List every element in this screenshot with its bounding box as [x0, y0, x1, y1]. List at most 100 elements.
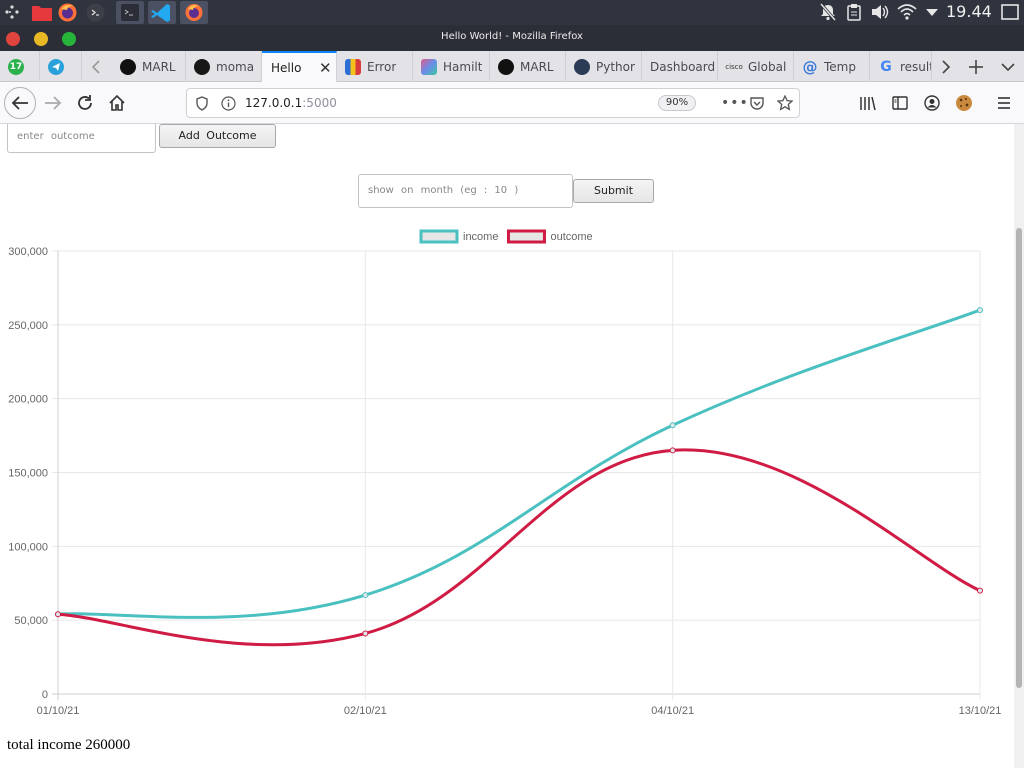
github-icon [194, 58, 210, 75]
list-all-tabs-button[interactable] [994, 51, 1022, 82]
forward-button[interactable] [37, 87, 69, 119]
tab-label: Pythor [596, 59, 635, 74]
data-point-income [669, 422, 676, 429]
y-tick-label: 200,000 [8, 394, 48, 406]
site-info-icon[interactable] [221, 96, 236, 115]
wifi-icon[interactable] [896, 3, 918, 21]
scrollbar-thumb[interactable] [1016, 228, 1022, 688]
url-text[interactable]: 127.0.0.1:5000 [245, 96, 337, 110]
tab-result[interactable]: G result [870, 51, 932, 82]
add-outcome-button[interactable]: Add Outcome [159, 124, 276, 148]
chart-series [55, 307, 983, 647]
y-tick-label: 300,000 [8, 246, 48, 258]
month-input[interactable]: show on month (eg : 10 ) [358, 174, 573, 208]
firefox-icon[interactable] [58, 3, 77, 22]
hacker-icon [498, 58, 514, 75]
tab-label: MARL [520, 59, 554, 74]
dropdown-triangle-icon[interactable] [925, 3, 939, 21]
tab-strip: 17 MARL moma Hello ✕ Error Hamilt MARL P… [0, 51, 1024, 82]
volume-icon[interactable] [870, 3, 890, 21]
navigation-toolbar: 127.0.0.1:5000 90% ••• [0, 82, 1024, 124]
data-point-income [977, 307, 983, 314]
chart-legend[interactable]: income outcome [419, 229, 593, 244]
total-income-text: total income 260000 [7, 737, 131, 753]
line-chart: income outcome 0 50,000 100,000 150,000 200,0… [8, 229, 1002, 717]
library-icon[interactable] [852, 87, 884, 119]
vscode-app[interactable] [148, 1, 176, 24]
show-desktop-icon[interactable] [1000, 3, 1020, 21]
tab-github[interactable]: moma [186, 51, 262, 82]
tab-label: Dashboard [650, 59, 716, 74]
tab-telegram[interactable] [40, 51, 82, 82]
x-tick-label: 04/10/21 [651, 705, 694, 717]
data-point-outcome [362, 630, 369, 637]
tab-label: moma [216, 59, 255, 74]
data-point-outcome [55, 611, 61, 618]
tab-hello-active[interactable]: Hello ✕ [262, 51, 337, 82]
system-panel: 19.44 [0, 0, 1024, 25]
cisco-icon: cisco [725, 62, 743, 71]
account-icon[interactable] [916, 87, 948, 119]
close-tab-icon[interactable]: ✕ [319, 58, 332, 77]
google-icon: G [880, 58, 892, 75]
page-scrollbar[interactable] [1014, 124, 1024, 768]
clipboard-icon[interactable] [846, 3, 862, 21]
tab-temp[interactable]: @ Temp [794, 51, 870, 82]
page-content: enter outcome Add Outcome show on month … [0, 124, 1014, 768]
page-actions-icon[interactable]: ••• [721, 95, 749, 111]
tab-label: Hello [271, 60, 302, 75]
tab-scroll-left-button[interactable] [82, 51, 110, 82]
files-icon[interactable] [31, 3, 53, 22]
y-tick-label: 250,000 [8, 320, 48, 332]
pocket-icon[interactable] [749, 96, 765, 115]
x-tick-label: 01/10/21 [37, 705, 80, 717]
legend-swatch-income [419, 229, 459, 244]
x-axis: 01/10/21 02/10/21 04/10/21 13/10/21 [37, 705, 1002, 717]
tab-scroll-right-button[interactable] [932, 51, 960, 82]
tab-global[interactable]: cisco Global [718, 51, 794, 82]
sidebar-icon[interactable] [884, 87, 916, 119]
y-tick-label: 150,000 [8, 468, 48, 480]
bookmark-star-icon[interactable] [776, 94, 794, 115]
tab-python[interactable]: Pythor [566, 51, 642, 82]
tab-dashboard[interactable]: Dashboard [642, 51, 718, 82]
data-point-outcome [669, 447, 676, 454]
back-button[interactable] [4, 87, 36, 119]
maximize-window-button[interactable] [62, 32, 76, 46]
tab-marl-1[interactable]: MARL [112, 51, 186, 82]
telegram-icon [48, 58, 64, 75]
tab-label: Error [367, 59, 397, 74]
tab-error[interactable]: Error [337, 51, 413, 82]
url-bar[interactable]: 127.0.0.1:5000 90% ••• [186, 88, 800, 118]
menu-icon[interactable] [988, 87, 1020, 119]
tab-marl-2[interactable]: MARL [490, 51, 566, 82]
tracking-protection-icon[interactable] [195, 96, 209, 115]
url-host: 127.0.0.1 [245, 96, 303, 110]
tab-label: Temp [824, 59, 856, 74]
terminal-app[interactable] [116, 1, 144, 24]
x-tick-label: 13/10/21 [959, 705, 1002, 717]
at-icon: @ [802, 57, 818, 76]
cookie-extension-icon[interactable] [948, 87, 980, 119]
home-button[interactable] [101, 87, 133, 119]
notifications-off-icon[interactable] [818, 3, 838, 21]
firefox-app[interactable] [180, 1, 208, 24]
legend-swatch-outcome [506, 229, 546, 244]
clock[interactable]: 19.44 [946, 2, 992, 21]
tab-hamilt[interactable]: Hamilt [413, 51, 490, 82]
new-tab-button[interactable] [962, 51, 990, 82]
outcome-input[interactable]: enter outcome [7, 124, 156, 153]
reload-button[interactable] [69, 87, 101, 119]
tab-label: MARL [142, 59, 176, 74]
y-tick-label: 100,000 [8, 541, 48, 553]
zoom-level-button[interactable]: 90% [658, 95, 696, 111]
minimize-window-button[interactable] [34, 32, 48, 46]
close-window-button[interactable] [6, 32, 20, 46]
shopping-bag-icon [345, 58, 361, 75]
tab-badge[interactable]: 17 [0, 51, 40, 82]
y-tick-label: 0 [42, 689, 48, 701]
launcher-icon[interactable] [3, 3, 22, 22]
chart-grid [52, 250, 981, 700]
terminal-icon[interactable] [86, 3, 105, 22]
submit-button[interactable]: Submit [573, 179, 654, 203]
